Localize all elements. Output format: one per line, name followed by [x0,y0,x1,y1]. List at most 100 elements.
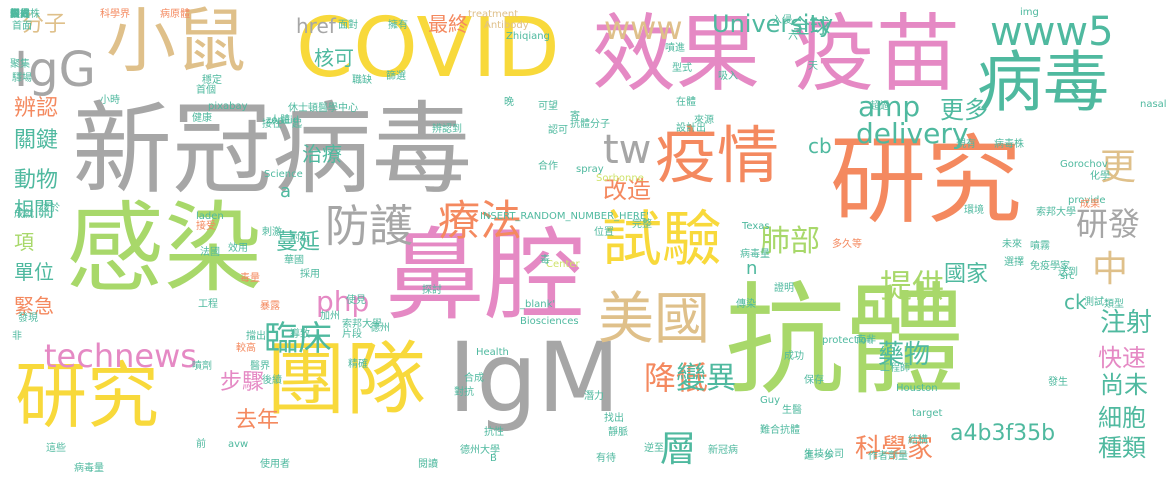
cloud-word: 噴霧 [1030,242,1050,252]
cloud-word: 認可 [548,126,568,136]
cloud-word: www5 [990,12,1114,52]
cloud-word: target [912,409,942,419]
cloud-word: 找出 [604,414,624,424]
cloud-word: technews [44,340,197,372]
cloud-word: 對抗 [454,388,474,398]
cloud-word: 使用者 [260,460,290,470]
cloud-word: 吸入 [718,72,738,82]
cloud-word: 快速 [1098,346,1146,370]
cloud-word: 層 [660,432,696,468]
cloud-word: Biosciences [520,317,579,327]
cloud-word: spray [576,165,604,175]
cloud-word: 有待 [596,454,616,464]
cloud-word: 送到 [1058,268,1078,278]
cloud-word: 小時 [100,96,120,106]
cloud-word: 工程師 [880,364,910,374]
cloud-word: 測試 [1084,298,1104,308]
cloud-word: 片段 [342,330,362,340]
cloud-word: 非 [12,332,22,342]
cloud-word: href [296,16,336,36]
cloud-word: 休士頓醫學中心 [288,104,358,114]
cloud-word: 前 [196,440,206,450]
cloud-word: 華國 [284,256,304,266]
cloud-word: 效用 [228,244,248,254]
cloud-word: Sorbonne [596,174,644,184]
cloud-word: 首個 [196,86,216,96]
cloud-word: 證明 [774,284,794,294]
cloud-word: B [490,454,497,464]
cloud-word: 毒量 [240,274,260,284]
cloud-word: 合成 [464,374,484,384]
cloud-word: 項 [14,232,34,252]
cloud-word: 入侵 [772,16,792,26]
cloud-word: pixabay [208,102,248,112]
cloud-word: 在體 [676,98,696,108]
cloud-word: 傳染 [736,300,756,310]
cloud-word: 接受 [196,222,216,232]
cloud-word: 擁有 [388,21,408,31]
cloud-word: delivery [856,120,968,148]
cloud-word: 類型 [1104,300,1124,310]
cloud-word: 多久等 [832,240,862,250]
cloud-word: 最終 [428,14,468,34]
cloud-word: 進一步 [804,452,834,462]
cloud-word: 化學 [1090,172,1110,182]
cloud-word: 發現 [18,314,38,324]
cloud-word: 潛力 [584,392,604,402]
cloud-word: 附近 [290,234,310,244]
cloud-word: Antibody [484,21,529,31]
cloud-word: 可望 [538,102,558,112]
cloud-word: Zhiqiang [506,32,550,42]
cloud-word: 成果 [1080,200,1100,210]
cloud-word: 步驟 [220,372,264,394]
cloud-word: 抗性 [484,428,504,438]
cloud-word: 驛場 [12,74,32,84]
cloud-word: 動物 [14,170,58,192]
cloud-word: 新冠病 [708,446,738,456]
cloud-word: 刺激 [262,228,282,238]
cloud-word: 職缺 [352,76,372,86]
cloud-word: www [604,12,683,44]
cloud-word: Houston [896,384,938,394]
cloud-word: Health [476,348,509,358]
cloud-word: 加州 [320,312,340,322]
cloud-word: 人體 [270,116,290,126]
cloud-word: 合作 [538,162,558,172]
cloud-word: 逆至 [644,444,664,454]
cloud-word: 寄 [570,112,580,122]
cloud-word: 未來 [1002,240,1022,250]
cloud-word: 六 [788,32,798,42]
cloud-word: 精確 [348,360,368,370]
cloud-word: 聚集 [10,60,30,70]
cloud-word: 變異株 [10,10,40,20]
cloud-word: 靜脈 [608,428,628,438]
cloud-word: 中 [1092,252,1128,288]
cloud-word: 病毒量 [740,250,770,260]
cloud-word: 難合抗體 [760,426,800,436]
cloud-word: Center [546,260,580,270]
cloud-word: 提供 [880,270,944,302]
cloud-word: 保存 [804,376,824,386]
cloud-word: 超過 [870,102,890,112]
cloud-word: avw [228,440,248,450]
cloud-word: INSERT_RANDOM_NUMBER_HERE' [480,212,649,222]
cloud-word: 結構 [908,436,928,446]
cloud-word: a [280,183,291,201]
cloud-word: 後續 [262,376,282,386]
cloud-word: 暴露 [260,302,280,312]
cloud-word: 治療 [302,144,342,164]
cloud-word: 辨認到 [432,125,462,135]
cloud-word: 美國 [598,292,710,348]
cloud-word: 現有 [956,140,976,150]
cloud-word: n [746,260,757,278]
cloud-word: 核可 [314,48,354,68]
cloud-word: 面對 [338,21,358,31]
cloud-word: 較高 [236,344,256,354]
cloud-word: 病毒 [977,50,1109,116]
cloud-word: 索邦大學 [1036,208,1076,218]
cloud-word: 醫界 [250,362,270,372]
cloud-word: 使見 [346,296,366,306]
cloud-word: 選擇 [1004,258,1024,268]
cloud-word: 成就 [14,210,34,220]
cloud-word: 健康 [192,114,212,124]
